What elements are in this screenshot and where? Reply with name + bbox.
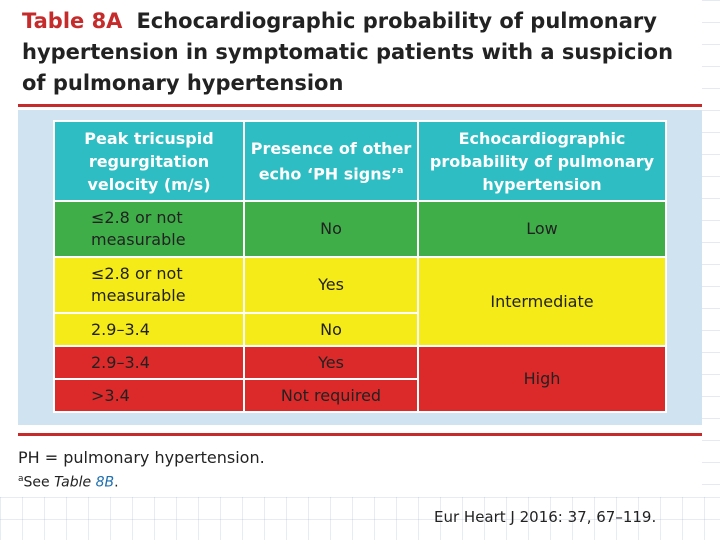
decorative-side-pattern bbox=[702, 0, 720, 540]
table-title: Table 8A Echocardiographic probability of… bbox=[22, 6, 702, 99]
top-divider bbox=[18, 104, 702, 107]
header-echo-signs: Presence of other echo ‘PH signs’a bbox=[243, 120, 419, 202]
header-velocity: Peak tricuspid regurgitation velocity (m… bbox=[53, 120, 245, 202]
citation: Eur Heart J 2016: 37, 67–119. bbox=[434, 508, 657, 526]
signs-cell: Yes bbox=[243, 256, 419, 314]
abbreviation-footnote: PH = pulmonary hypertension. bbox=[18, 448, 265, 467]
velocity-cell: ≤2.8 or not measurable bbox=[53, 256, 245, 314]
table-row: ≤2.8 or not measurable No Low bbox=[53, 200, 667, 258]
signs-cell: Not required bbox=[243, 378, 419, 413]
signs-cell: No bbox=[243, 200, 419, 258]
see-table-footnote: aSee Table 8B. bbox=[18, 474, 119, 491]
probability-cell-intermediate: Intermediate bbox=[417, 256, 667, 347]
table-row: 2.9–3.4 Yes High bbox=[53, 345, 667, 413]
probability-cell-low: Low bbox=[417, 200, 667, 258]
header-footnote-mark: a bbox=[397, 165, 404, 176]
velocity-cell: ≤2.8 or not measurable bbox=[53, 200, 245, 258]
table-number: Table 8A bbox=[22, 9, 123, 33]
velocity-cell: 2.9–3.4 bbox=[53, 312, 245, 347]
bottom-divider bbox=[18, 433, 702, 436]
signs-cell: No bbox=[243, 312, 419, 347]
decorative-bottom-pattern bbox=[0, 497, 720, 540]
header-probability: Echocardiographic probability of pulmona… bbox=[417, 120, 667, 202]
table-caption: Echocardiographic probability of pulmona… bbox=[22, 9, 674, 95]
probability-cell-high: High bbox=[417, 345, 667, 413]
table-row: ≤2.8 or not measurable Yes Intermediate bbox=[53, 256, 667, 347]
probability-table: Peak tricuspid regurgitation velocity (m… bbox=[53, 120, 667, 413]
table-header-row: Peak tricuspid regurgitation velocity (m… bbox=[53, 120, 667, 202]
footnotes: PH = pulmonary hypertension. aSee Table … bbox=[18, 447, 698, 493]
signs-cell: Yes bbox=[243, 345, 419, 380]
velocity-cell: 2.9–3.4 bbox=[53, 345, 245, 380]
table-8b-link[interactable]: 8B bbox=[95, 474, 115, 491]
velocity-cell: >3.4 bbox=[53, 378, 245, 413]
table-row: 2.9–3.4 No bbox=[53, 312, 666, 347]
table-row: >3.4 Not required bbox=[53, 378, 666, 413]
